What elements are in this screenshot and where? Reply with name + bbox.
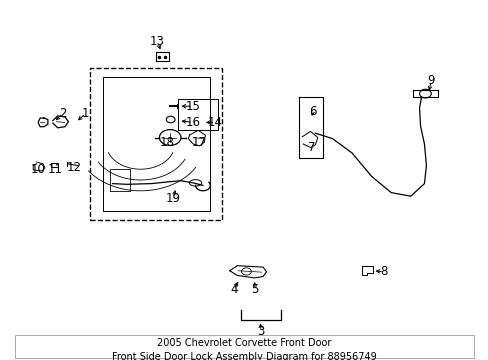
Text: 10: 10 [31,163,45,176]
Text: 1: 1 [81,107,89,120]
Text: 8: 8 [379,265,387,278]
Text: 18: 18 [159,136,174,149]
Text: 11: 11 [48,163,62,176]
Bar [102,77,210,211]
Text: 5: 5 [251,283,259,296]
Text: 7: 7 [307,141,315,154]
Text: 14: 14 [207,116,222,129]
Text: 2: 2 [59,107,66,120]
Bar [15,335,473,358]
Text: 12: 12 [67,161,81,174]
Text: 4: 4 [229,283,237,296]
Text: 6: 6 [308,105,316,118]
Text: 15: 15 [185,100,200,113]
Text: 9: 9 [427,75,434,87]
Text: 2005 Chevrolet Corvette Front Door
Front Side Door Lock Assembly Diagram for 889: 2005 Chevrolet Corvette Front Door Front… [112,338,376,360]
Text: 3: 3 [256,325,264,338]
Bar [90,68,222,220]
Text: 13: 13 [150,35,164,48]
Text: 17: 17 [191,136,206,149]
Text: 19: 19 [166,192,181,204]
Text: 16: 16 [185,116,200,129]
